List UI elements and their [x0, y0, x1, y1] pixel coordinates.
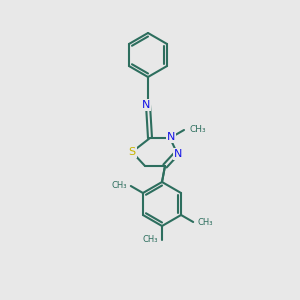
Text: N: N: [174, 149, 182, 159]
Text: CH₃: CH₃: [189, 125, 206, 134]
Text: CH₃: CH₃: [111, 182, 127, 190]
Text: S: S: [128, 147, 136, 157]
Text: CH₃: CH₃: [197, 218, 213, 226]
Text: CH₃: CH₃: [142, 236, 158, 244]
Text: N: N: [167, 132, 175, 142]
Text: N: N: [142, 100, 150, 110]
